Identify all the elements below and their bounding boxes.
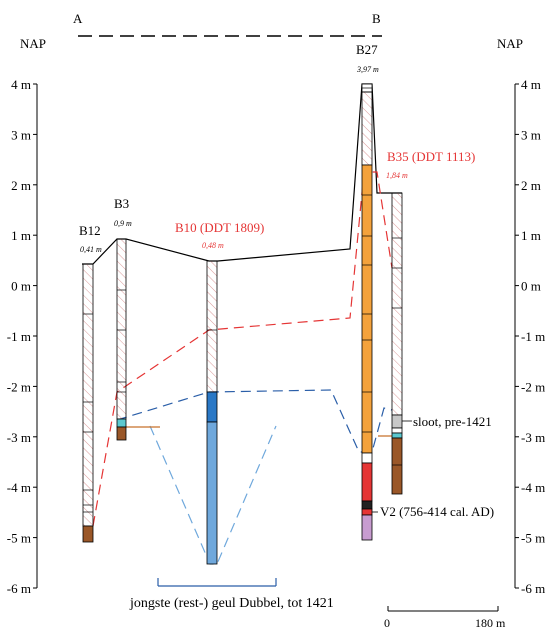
borehole-b3-name: B3 [114, 196, 129, 211]
left-axis-tick-label: -2 m [7, 379, 31, 394]
borehole-b12-elev: 0,41 m [80, 245, 102, 254]
channel-label: jongste (rest-) geul Dubbel, tot 1421 [129, 596, 334, 611]
borehole-b27-name: B27 [356, 42, 378, 57]
right-axis-tick-label: -1 m [521, 329, 545, 344]
right-axis: NAP 4 m 3 m 2 m 1 m 0 m -1 m -2 m -3 m -4 m -5 m -… [497, 36, 545, 596]
borehole-b10-elev: 0,48 m [202, 241, 224, 250]
right-axis-tick-label: 2 m [521, 178, 541, 193]
scale-bar: 0 180 m [384, 606, 506, 630]
borehole-b27-elev: 3,97 m [356, 65, 379, 74]
borehole-b35-name: B35 (DDT 1113) [387, 149, 475, 164]
right-axis-tick-label: -2 m [521, 379, 545, 394]
borehole-b3-elev: 0,9 m [114, 219, 132, 228]
borehole-b35-column [391, 192, 403, 495]
left-axis-title: NAP [20, 36, 46, 51]
right-axis-tick-label: -4 m [521, 480, 545, 495]
right-axis-tick-label: -6 m [521, 581, 545, 596]
left-axis-tick-label: -6 m [7, 581, 31, 596]
left-axis: NAP 4 m 3 m 2 m 1 m 0 m -1 m -2 m -3 m -4 m -5 m -… [7, 36, 46, 596]
borehole-b10-name: B10 (DDT 1809) [175, 220, 264, 235]
scale-bar-start: 0 [384, 616, 390, 630]
scale-bar-end: 180 m [475, 616, 506, 630]
left-axis-tick-label: 4 m [11, 77, 31, 92]
right-axis-tick-label: 1 m [521, 228, 541, 243]
surface-line [82, 83, 402, 265]
left-axis-tick-label: -4 m [7, 480, 31, 495]
right-axis-tick-label: 0 m [521, 279, 541, 294]
ditch-label: sloot, pre-1421 [413, 414, 492, 429]
borehole-b27-column [361, 83, 373, 541]
right-axis-tick-label: 4 m [521, 77, 541, 92]
borehole-b3-column [116, 238, 127, 441]
right-axis-title: NAP [497, 36, 523, 51]
blue-correlation-line [116, 389, 393, 453]
borehole-b12-name: B12 [79, 223, 101, 238]
left-axis-tick-label: 1 m [11, 228, 31, 243]
right-axis-tick-label: -5 m [521, 531, 545, 546]
borehole-b35-elev: 1,84 m [386, 171, 408, 180]
left-axis-tick-label: -5 m [7, 531, 31, 546]
section-end-a: A [73, 11, 83, 26]
borehole-b12-column [82, 263, 94, 543]
right-axis-tick-label: -3 m [521, 430, 545, 445]
left-axis-tick-label: 0 m [11, 279, 31, 294]
left-axis-tick-label: -3 m [7, 430, 31, 445]
borehole-labels: B12 0,41 m B3 0,9 m B10 (DDT 1809) 0,48 … [79, 42, 475, 254]
borehole-b10-column [206, 260, 218, 565]
v2-label: V2 (756-414 cal. AD) [380, 504, 494, 519]
left-axis-tick-label: -1 m [7, 329, 31, 344]
left-axis-tick-label: 2 m [11, 178, 31, 193]
left-axis-tick-label: 3 m [11, 127, 31, 142]
channel-bracket [157, 578, 277, 587]
section-end-b: B [372, 11, 381, 26]
right-axis-tick-label: 3 m [521, 127, 541, 142]
